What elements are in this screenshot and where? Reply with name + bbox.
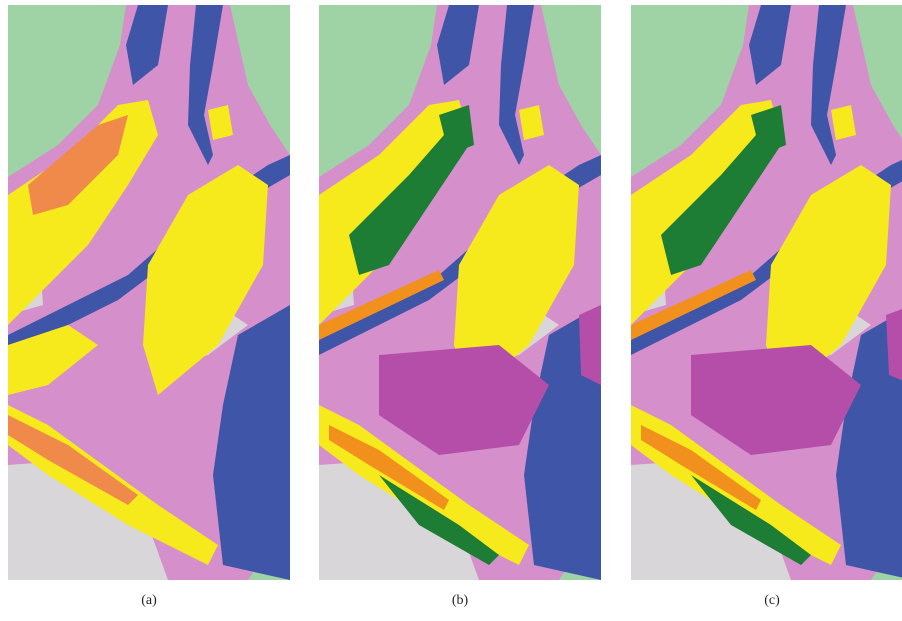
figure: (a) (b) (c) <box>0 0 902 616</box>
panel-label: (c) <box>764 593 780 608</box>
panel-b <box>319 5 601 580</box>
panel-label: (b) <box>452 593 469 608</box>
panel-label: (a) <box>141 593 157 608</box>
panel-c <box>631 5 902 580</box>
panel-a <box>8 5 290 580</box>
